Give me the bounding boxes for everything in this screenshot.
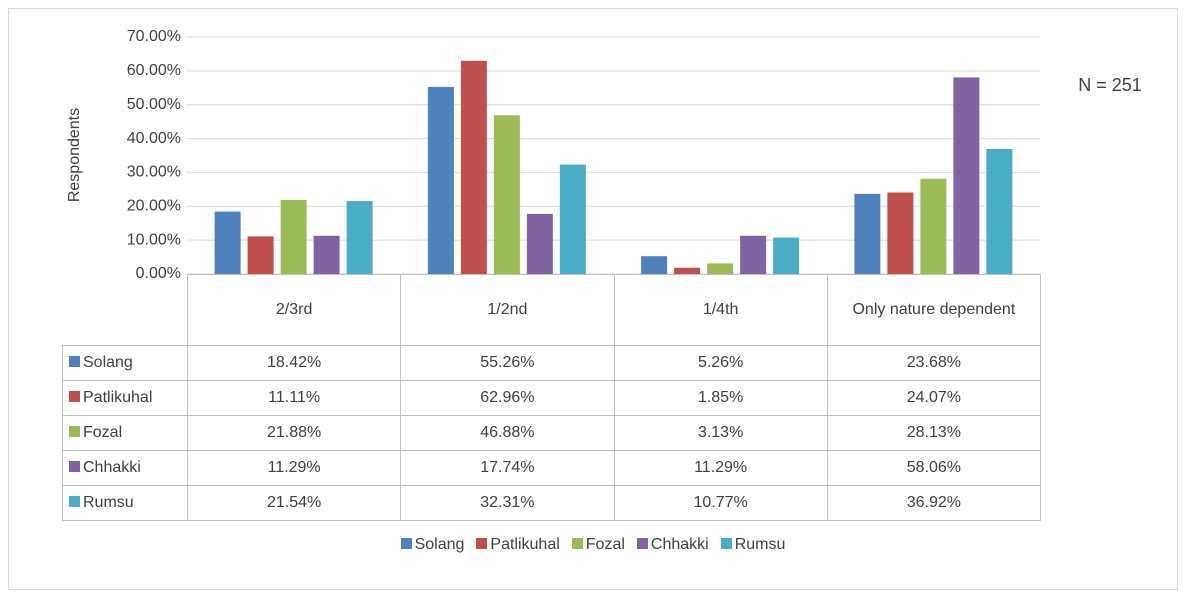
series-name: Fozal (83, 424, 123, 441)
legend-label: Chhakki (650, 536, 709, 553)
value-label: 24.07% (826, 380, 1042, 416)
y-tick-label: 70.00% (127, 28, 181, 45)
bar (559, 164, 586, 274)
y-tick-label: 40.00% (127, 130, 181, 147)
value-label: 58.06% (826, 450, 1042, 486)
legend-item: Solang (400, 536, 465, 553)
value-label: 5.26% (613, 345, 828, 381)
legend-label: Patlikuhal (490, 536, 560, 553)
value-label: 21.54% (186, 485, 402, 521)
value-label: 21.88% (186, 415, 402, 451)
value-label: 11.29% (186, 450, 402, 486)
value-label: 23.68% (826, 345, 1042, 381)
value-label: 32.31% (400, 485, 615, 521)
bar (986, 148, 1013, 274)
table-row: Fozal 21.88% 46.88% 3.13% 28.13% (62, 415, 1042, 451)
legend-key (69, 461, 80, 472)
table-row-header: Solang (62, 345, 188, 381)
table-row-header: Rumsu (62, 485, 188, 521)
bar (641, 256, 668, 274)
value-label: 11.29% (613, 450, 828, 486)
chart-border (8, 8, 1178, 590)
value-label: 3.13% (613, 415, 828, 451)
legend-key (720, 538, 732, 549)
legend-label: Solang (414, 536, 465, 553)
legend-key (571, 538, 583, 549)
series-name: Patlikuhal (83, 389, 153, 406)
value-label: 36.92% (826, 485, 1042, 521)
value-label: 55.26% (400, 345, 615, 381)
legend-item: Chhakki (636, 536, 709, 553)
legend-label: Rumsu (734, 536, 786, 553)
value-label: 10.77% (613, 485, 828, 521)
data-table: 2/3rd 1/2nd 1/4th Only nature dependent Sola… (62, 274, 1042, 521)
category-label: 1/4th (613, 274, 828, 346)
value-label: 28.13% (826, 415, 1042, 451)
legend-item: Rumsu (720, 536, 786, 553)
table-header-row: 2/3rd 1/2nd 1/4th Only nature dependent (62, 274, 1042, 346)
table-row: Rumsu 21.54% 32.31% 10.77% 36.92% (62, 485, 1042, 521)
value-label: 11.11% (186, 380, 402, 416)
category-label: 1/2nd (400, 274, 615, 346)
y-axis-label: Respondents (66, 108, 83, 202)
bar (854, 193, 881, 274)
bar (313, 235, 340, 274)
bar (493, 115, 520, 275)
series-name: Chhakki (83, 459, 141, 476)
bar (953, 77, 980, 274)
y-tick-label: 20.00% (127, 198, 181, 215)
category-label: Only nature dependent (826, 274, 1042, 346)
legend-item: Fozal (571, 536, 625, 553)
y-tick-label: 30.00% (127, 164, 181, 181)
table-corner (62, 274, 188, 346)
legend-key (400, 538, 412, 549)
bar (247, 236, 274, 274)
bar (740, 235, 767, 274)
table-row: Patlikuhal 11.11% 62.96% 1.85% 24.07% (62, 380, 1042, 416)
annotation: N = 251 (1078, 75, 1142, 95)
value-label: 62.96% (400, 380, 615, 416)
y-tick-label: 10.00% (127, 231, 181, 248)
series-name: Solang (83, 354, 133, 371)
table-row-header: Chhakki (62, 450, 188, 486)
value-label: 17.74% (400, 450, 615, 486)
legend-label: Fozal (585, 536, 625, 553)
table-row-header: Fozal (62, 415, 188, 451)
legend-key (69, 426, 80, 437)
value-label: 1.85% (613, 380, 828, 416)
bar (427, 86, 454, 274)
value-label: 46.88% (400, 415, 615, 451)
table-row-header: Patlikuhal (62, 380, 188, 416)
legend: Solang Patlikuhal Fozal Chhakki Rumsu (0, 536, 1186, 554)
legend-key (69, 391, 80, 402)
table-row: Solang 18.42% 55.26% 5.26% 23.68% (62, 345, 1042, 381)
legend-key (69, 496, 80, 507)
bar (674, 267, 701, 274)
bar (773, 237, 800, 274)
bar (707, 263, 734, 274)
bar (280, 199, 307, 274)
legend-key (476, 538, 488, 549)
table-row: Chhakki 11.29% 17.74% 11.29% 58.06% (62, 450, 1042, 486)
legend-key (636, 538, 648, 549)
category-label: 2/3rd (186, 274, 402, 346)
bar (887, 192, 914, 274)
bar (920, 178, 947, 274)
bar (460, 60, 487, 274)
bar (214, 211, 241, 274)
legend-key (69, 356, 80, 367)
legend-item: Patlikuhal (476, 536, 560, 553)
bar (346, 201, 373, 274)
y-tick-label: 50.00% (127, 96, 181, 113)
bar (526, 213, 553, 274)
series-name: Rumsu (83, 494, 134, 511)
value-label: 18.42% (186, 345, 402, 381)
y-tick-label: 60.00% (127, 62, 181, 79)
